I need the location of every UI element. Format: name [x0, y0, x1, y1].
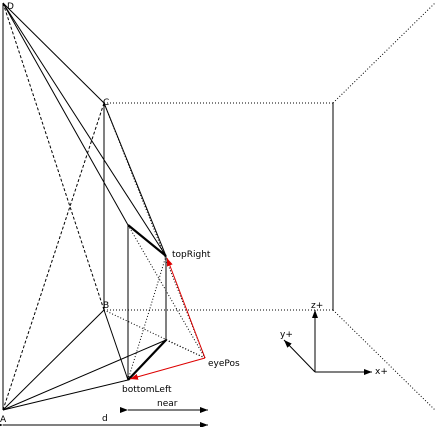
dimensions	[0, 407, 208, 427]
label: eyePos	[208, 359, 240, 369]
axis-label: x+	[375, 367, 388, 377]
point-label: D	[7, 2, 14, 12]
axis-label: y+	[280, 330, 293, 340]
axis-label: z+	[311, 301, 323, 311]
label: near	[157, 399, 178, 409]
point-label: A	[0, 415, 7, 425]
point-label: B	[103, 301, 109, 311]
point-label: C	[103, 98, 109, 108]
label: bottomLeft	[122, 385, 172, 395]
frustum	[2, 2, 436, 411]
label: d	[102, 414, 108, 424]
label: topRight	[172, 250, 211, 260]
axes	[283, 310, 372, 375]
